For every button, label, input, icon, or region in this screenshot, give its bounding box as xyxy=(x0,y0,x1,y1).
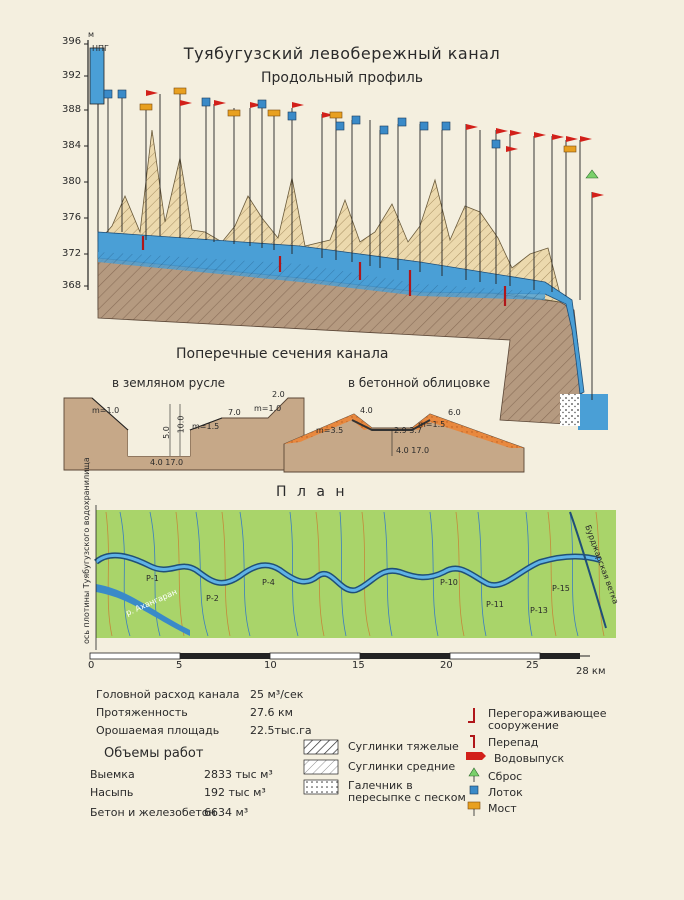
scale-28: 28 км xyxy=(576,666,606,677)
embankment-value: 192 тыс м³ xyxy=(204,786,266,799)
outlet-icon xyxy=(466,752,486,760)
profile-subtitle: Продольный профиль xyxy=(260,70,424,86)
earth-slope-mid: m=1.5 xyxy=(192,422,220,431)
legend-outlet: Водовыпуск xyxy=(494,752,565,765)
scale-10: 10 xyxy=(264,660,277,671)
head-discharge-value: 25 м³/сек xyxy=(250,688,304,701)
excavation-label: Выемка xyxy=(90,768,135,781)
concrete-slope-mid: m=1.5 xyxy=(418,420,446,429)
concrete-bottom: 4.0 17.0 xyxy=(396,446,430,455)
station-r1: Р-1 xyxy=(146,574,159,583)
concrete-volume-value: 6634 м³ xyxy=(204,806,249,819)
embankment-label: Насыпь xyxy=(90,786,134,799)
cross-sections-title: Поперечные сечения канала xyxy=(176,346,389,362)
earth-slope-left: m=1.0 xyxy=(92,406,120,415)
bridge-icon xyxy=(467,801,481,810)
scale-20: 20 xyxy=(440,660,453,671)
excavation-value: 2833 тыс м³ xyxy=(204,768,273,781)
station-r4: Р-4 xyxy=(262,578,275,587)
concrete-width-right: 6.0 xyxy=(448,408,461,417)
length-value: 27.6 км xyxy=(250,706,293,719)
station-r10: Р-10 xyxy=(440,578,458,587)
unit-label: м xyxy=(88,30,95,39)
plan-title: П л а н xyxy=(276,484,348,500)
elevation-376: 376 xyxy=(62,212,82,223)
concrete-slope-left: m=3.5 xyxy=(316,426,344,435)
legend-medium-loam: Суглинки средние xyxy=(348,760,456,773)
regulator-icon xyxy=(468,708,475,723)
elevation-380: 380 xyxy=(62,176,82,187)
station-r15: Р-15 xyxy=(552,584,570,593)
elevation-372: 372 xyxy=(62,248,82,259)
scale-15: 15 xyxy=(352,660,365,671)
legend-drop: Перепад xyxy=(488,736,539,749)
elevation-396: 396 xyxy=(62,36,82,47)
scale-5: 5 xyxy=(176,660,183,671)
works-title: Объемы работ xyxy=(104,746,204,761)
earth-top-width: 7.0 xyxy=(228,408,241,417)
legend-flume: Лоток xyxy=(488,786,523,799)
station-r2: Р-2 xyxy=(206,594,219,603)
elevation-388: 388 xyxy=(62,104,82,115)
elevation-384: 384 xyxy=(62,140,82,151)
legend-regulator: Перегораживающее сооружение xyxy=(488,707,607,732)
station-r13: Р-13 xyxy=(530,606,548,615)
concrete-volume-label: Бетон и железобетон xyxy=(90,806,216,819)
spillway-icon xyxy=(468,767,480,777)
concrete-width-left: 4.0 xyxy=(360,406,373,415)
elevation-392: 392 xyxy=(62,70,82,81)
legend-bridge: Мост xyxy=(488,802,517,815)
length-label: Протяженность xyxy=(96,706,188,719)
elevation-368: 368 xyxy=(62,280,82,291)
area-value: 22.5тыс.га xyxy=(250,724,312,737)
flume-icon xyxy=(469,785,479,795)
station-r11: Р-11 xyxy=(486,600,504,609)
page-title: Туябугузский левобережный канал xyxy=(183,44,501,63)
legend-heavy-loam: Суглинки тяжелые xyxy=(348,740,459,753)
head-discharge-label: Головной расход канала xyxy=(96,688,240,701)
scale-25: 25 xyxy=(526,660,539,671)
area-label: Орошаемая площадь xyxy=(96,724,220,737)
concrete-middle: 2.9 3.7 xyxy=(394,426,422,435)
earth-berm: 2.0 xyxy=(272,390,285,399)
earth-bottom: 4.0 17.0 xyxy=(150,458,184,467)
earth-slope-right: m=1.0 xyxy=(254,404,282,413)
drop-icon xyxy=(470,735,475,748)
concrete-section-title: в бетонной облицовке xyxy=(348,376,491,390)
scale-0: 0 xyxy=(88,660,95,671)
legend-spillway: Сброс xyxy=(488,770,523,783)
legend-gravel: Галечник в пересыпке с песком xyxy=(348,779,466,804)
earth-section-title: в земляном русле xyxy=(112,376,226,390)
npg-label: НПГ xyxy=(92,44,109,53)
